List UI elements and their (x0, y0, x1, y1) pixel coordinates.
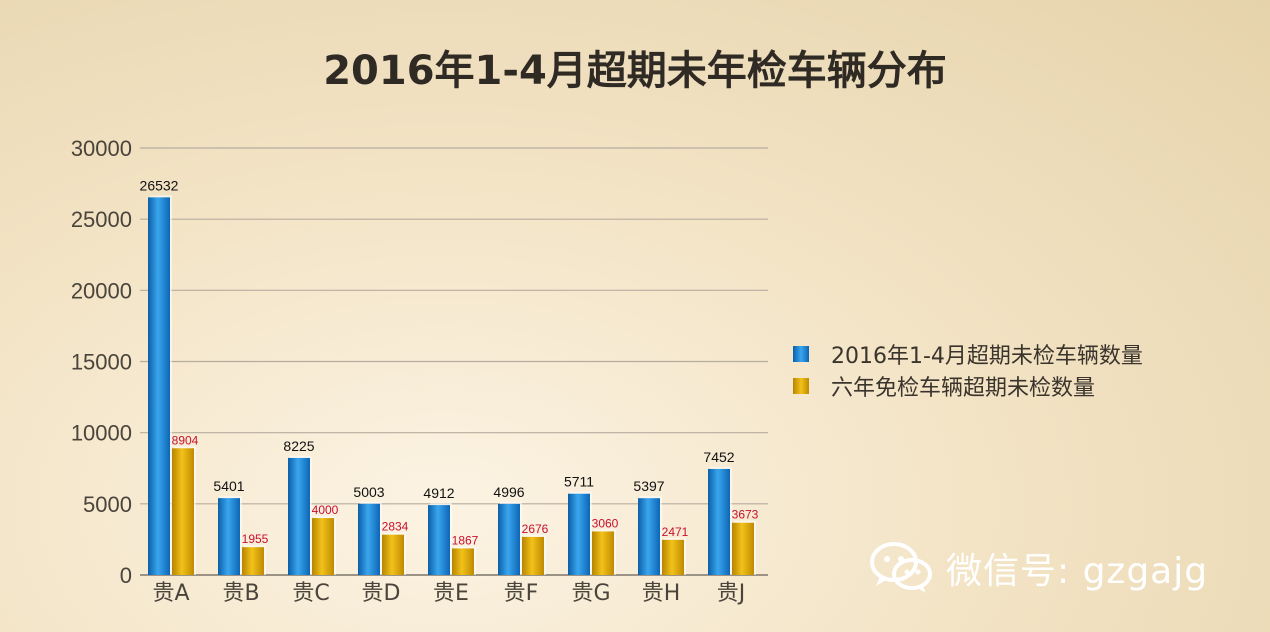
chart-title: 2016年1-4月超期未年检车辆分布 (323, 48, 947, 94)
bar-series-1 (358, 503, 380, 575)
legend-label: 2016年1-4月超期未检车辆数量 (831, 344, 1143, 369)
legend-swatch-gold (793, 378, 809, 394)
watermark: 微信号: gzgajg (868, 540, 1208, 596)
legend-item-series-1: 2016年1-4月超期未检车辆数量 (793, 338, 1143, 370)
y-tick-label: 30000 (71, 136, 132, 161)
data-label: 1867 (452, 533, 479, 547)
bar-series-1 (638, 498, 660, 575)
legend: 2016年1-4月超期未检车辆数量 六年免检车辆超期未检数量 (793, 338, 1143, 402)
data-label: 4912 (423, 485, 454, 501)
x-tick-label: 贵H (642, 581, 681, 606)
x-tick-label: 贵E (433, 581, 469, 606)
data-label: 3060 (592, 516, 619, 530)
bar-series-2 (522, 536, 544, 575)
x-tick-label: 贵D (362, 581, 401, 606)
x-tick-label: 贵C (292, 581, 329, 606)
data-label: 2471 (662, 525, 689, 539)
x-tick-label: 贵A (152, 581, 189, 606)
bar-series-2 (382, 534, 404, 575)
bar-series-1 (708, 468, 730, 575)
data-label: 26532 (140, 177, 179, 193)
legend-item-series-2: 六年免检车辆超期未检数量 (793, 370, 1143, 402)
bars (148, 195, 756, 575)
bar-series-1 (428, 505, 450, 575)
bar-series-1 (148, 197, 170, 575)
legend-swatch-blue (793, 346, 809, 362)
data-label: 1955 (242, 532, 269, 546)
bar-series-1 (288, 457, 310, 575)
y-tick-label: 10000 (71, 421, 132, 446)
bar-series-1 (498, 503, 520, 575)
data-label: 5003 (353, 484, 384, 500)
data-label: 3673 (732, 508, 759, 522)
bar-series-2 (312, 518, 334, 575)
bar-series-2 (452, 548, 474, 575)
data-label: 4000 (312, 503, 339, 517)
data-label: 8225 (283, 438, 314, 454)
bar-series-2 (662, 539, 684, 575)
x-tick-label: 贵B (222, 581, 259, 606)
watermark-text: 微信号: gzgajg (946, 551, 1209, 592)
x-tick-label: 贵G (571, 581, 610, 606)
bar-series-1 (568, 493, 590, 575)
data-label: 5401 (213, 478, 244, 494)
legend-label: 六年免检车辆超期未检数量 (831, 376, 1096, 401)
bar-series-2 (732, 522, 754, 575)
data-label: 8904 (172, 433, 199, 447)
y-tick-label: 5000 (83, 492, 132, 517)
x-tick-label: 贵J (717, 581, 746, 606)
bar-series-2 (172, 448, 194, 575)
data-label: 4996 (493, 484, 524, 500)
bar-series-1 (218, 498, 240, 575)
labels: 0 5000 10000 15000 20000 25000 30000 26532 8904 贵… (71, 136, 759, 606)
bar-series-2 (242, 547, 264, 575)
y-tick-label: 20000 (71, 278, 132, 303)
data-label: 2676 (522, 522, 549, 536)
y-tick-label: 0 (120, 563, 132, 588)
bar-series-2 (592, 531, 614, 575)
data-label: 5711 (564, 474, 594, 490)
wechat-icon (870, 542, 932, 593)
data-label: 5397 (633, 478, 664, 494)
data-label: 7452 (703, 449, 734, 465)
y-tick-label: 15000 (71, 350, 132, 375)
x-tick-label: 贵F (504, 581, 539, 606)
data-label: 2834 (382, 520, 409, 534)
y-tick-label: 25000 (71, 207, 132, 232)
